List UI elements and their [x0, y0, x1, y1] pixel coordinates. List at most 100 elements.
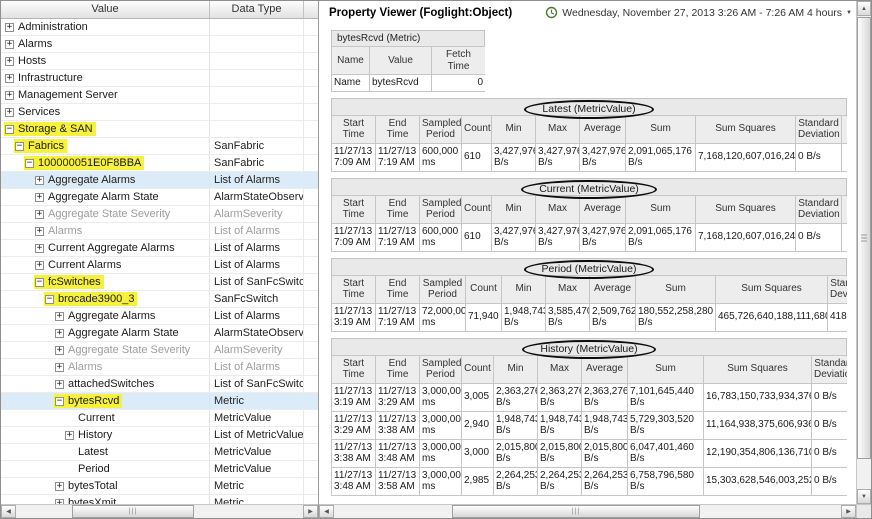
- collapse-icon[interactable]: −: [5, 123, 14, 134]
- viewer-vertical-scrollbar[interactable]: ▲ ▼: [856, 1, 871, 504]
- expand-icon[interactable]: +: [5, 106, 14, 117]
- expand-icon[interactable]: +: [55, 378, 64, 389]
- expand-icon[interactable]: +: [65, 429, 74, 440]
- expand-icon[interactable]: +: [55, 327, 64, 338]
- viewer-horizontal-scrollbar[interactable]: ◀ ||| ▶: [319, 504, 856, 518]
- expand-icon[interactable]: +: [5, 38, 14, 49]
- expand-icon[interactable]: +: [5, 55, 14, 66]
- expand-icon[interactable]: +: [55, 310, 64, 321]
- tree-item-type: AlarmStateObservation: [209, 325, 303, 341]
- expand-icon[interactable]: +: [55, 498, 64, 504]
- scroll-thumb[interactable]: |||: [72, 505, 194, 518]
- tree-row-spacer: [303, 257, 318, 273]
- tree-row[interactable]: + Current Aggregate Alarms List of Alarms: [1, 240, 318, 257]
- tree-row-spacer: [303, 172, 318, 188]
- column-header: Max: [535, 194, 580, 224]
- scroll-thumb[interactable]: [857, 17, 871, 459]
- table-cell: 3,427,976 B/s: [491, 222, 536, 252]
- expand-icon[interactable]: +: [35, 242, 44, 253]
- tree-row[interactable]: + Aggregate Alarms List of Alarms: [1, 308, 318, 325]
- tree-item-type: [209, 87, 303, 103]
- expand-icon[interactable]: +: [35, 191, 44, 202]
- tree-row[interactable]: −100000051E0F8BBA SanFabric: [1, 155, 318, 172]
- table-cell: 2,363,276 B/s: [581, 382, 628, 412]
- tree-row[interactable]: −fcSwitches List of SanFcSwitchs: [1, 274, 318, 291]
- column-header: Max: [537, 354, 582, 384]
- table-cell: 2,264,253 B/s: [537, 466, 582, 496]
- tree-row[interactable]: Period MetricValue: [1, 461, 318, 478]
- tree-row[interactable]: − bytesRcvd Metric: [1, 393, 318, 410]
- scroll-thumb[interactable]: |||: [452, 505, 700, 518]
- expand-icon[interactable]: +: [55, 344, 64, 355]
- scroll-right-button[interactable]: ▶: [303, 505, 318, 518]
- tree-row[interactable]: + Aggregate State Severity AlarmSeverity: [1, 206, 318, 223]
- tree-row[interactable]: Latest MetricValue: [1, 444, 318, 461]
- tree-row[interactable]: + Services: [1, 104, 318, 121]
- scroll-down-button[interactable]: ▼: [857, 489, 871, 504]
- collapse-icon[interactable]: −: [15, 140, 24, 151]
- tree-row[interactable]: − brocade3900_3 SanFcSwitch: [1, 291, 318, 308]
- scroll-track[interactable]: [857, 16, 871, 489]
- tree-row[interactable]: Current MetricValue: [1, 410, 318, 427]
- timerange-control[interactable]: Wednesday, November 27, 2013 3:26 AM - 7…: [545, 6, 852, 19]
- property-viewer-body: bytesRcvd (Metric) Name Value Fetch Time Nam…: [319, 22, 856, 496]
- tree-item-label: bytesRcvd: [68, 395, 120, 407]
- collapse-icon[interactable]: −: [45, 293, 54, 304]
- tree-row[interactable]: + Administration: [1, 19, 318, 36]
- tree-row-spacer: [303, 291, 318, 307]
- scroll-track[interactable]: |||: [334, 505, 841, 518]
- tree-row[interactable]: + Management Server: [1, 87, 318, 104]
- expand-icon[interactable]: +: [5, 89, 14, 100]
- collapse-icon[interactable]: −: [35, 276, 44, 287]
- expand-icon[interactable]: +: [35, 208, 44, 219]
- tree-row[interactable]: + Aggregate Alarm State AlarmStateObservat…: [1, 189, 318, 206]
- expand-icon[interactable]: +: [35, 174, 44, 185]
- tree-horizontal-scrollbar[interactable]: ◀ ||| ▶: [1, 504, 318, 518]
- tree-row[interactable]: + Infrastructure: [1, 70, 318, 87]
- scroll-left-button[interactable]: ◀: [319, 505, 334, 518]
- tree-row[interactable]: − Fabrics SanFabric: [1, 138, 318, 155]
- table-cell: 5,729,303,520 B/s: [627, 410, 704, 440]
- scroll-track[interactable]: |||: [16, 505, 303, 518]
- expand-icon[interactable]: +: [35, 259, 44, 270]
- scroll-right-button[interactable]: ▶: [841, 505, 856, 518]
- tree-row[interactable]: + bytesTotal Metric: [1, 478, 318, 495]
- tree-item-type: List of Alarms: [209, 359, 303, 375]
- table-cell: 71,940: [465, 302, 502, 332]
- tree-item-label: Administration: [18, 21, 88, 33]
- tree-row[interactable]: + attachedSwitches List of SanFcSwitchs: [1, 376, 318, 393]
- tree-row[interactable]: + Aggregate Alarm State AlarmStateObservat…: [1, 325, 318, 342]
- table-cell: 0 B/s: [811, 382, 847, 412]
- tree-row[interactable]: + bytesXmit Metric: [1, 495, 318, 504]
- tree-row[interactable]: + Alarms List of Alarms: [1, 359, 318, 376]
- collapse-icon[interactable]: −: [25, 157, 34, 168]
- tree-value-cell: + Alarms: [1, 359, 209, 375]
- tree-row[interactable]: + Aggregate Alarms List of Alarms: [1, 172, 318, 189]
- collapse-icon[interactable]: −: [55, 395, 64, 406]
- expand-icon[interactable]: +: [35, 225, 44, 236]
- scroll-left-button[interactable]: ◀: [1, 505, 16, 518]
- tree-item-type: List of SanFcSwitchs: [209, 376, 303, 392]
- table-cell: 11,164,938,375,606,936: [703, 410, 812, 440]
- expand-icon[interactable]: +: [5, 21, 14, 32]
- table-cell: 2,015,800 B/s: [537, 438, 582, 468]
- tree-column-header-data-type[interactable]: Data Type: [209, 1, 303, 18]
- tree-row[interactable]: + Current Alarms List of Alarms: [1, 257, 318, 274]
- expand-icon[interactable]: +: [5, 72, 14, 83]
- column-header: Sum Squares: [695, 194, 796, 224]
- expand-icon[interactable]: +: [55, 361, 64, 372]
- table-cell: 2,091,065,176 B/s: [625, 142, 696, 172]
- tree-row[interactable]: + Alarms: [1, 36, 318, 53]
- tree-row[interactable]: + Hosts: [1, 53, 318, 70]
- tree-item-type: List of Alarms: [209, 223, 303, 239]
- scroll-up-button[interactable]: ▲: [857, 1, 871, 16]
- tree-row[interactable]: − Storage & SAN: [1, 121, 318, 138]
- label-wrap: Latest: [64, 445, 111, 459]
- tree-row[interactable]: + Aggregate State Severity AlarmSeverity: [1, 342, 318, 359]
- tree-column-header-value[interactable]: Value: [91, 3, 119, 15]
- tree-value-cell: + Aggregate Alarms: [1, 308, 209, 324]
- expand-icon[interactable]: +: [55, 480, 64, 491]
- table-cell: 465,726,640,188,111,680: [715, 302, 828, 332]
- tree-row[interactable]: + History List of MetricValues: [1, 427, 318, 444]
- tree-row[interactable]: + Alarms List of Alarms: [1, 223, 318, 240]
